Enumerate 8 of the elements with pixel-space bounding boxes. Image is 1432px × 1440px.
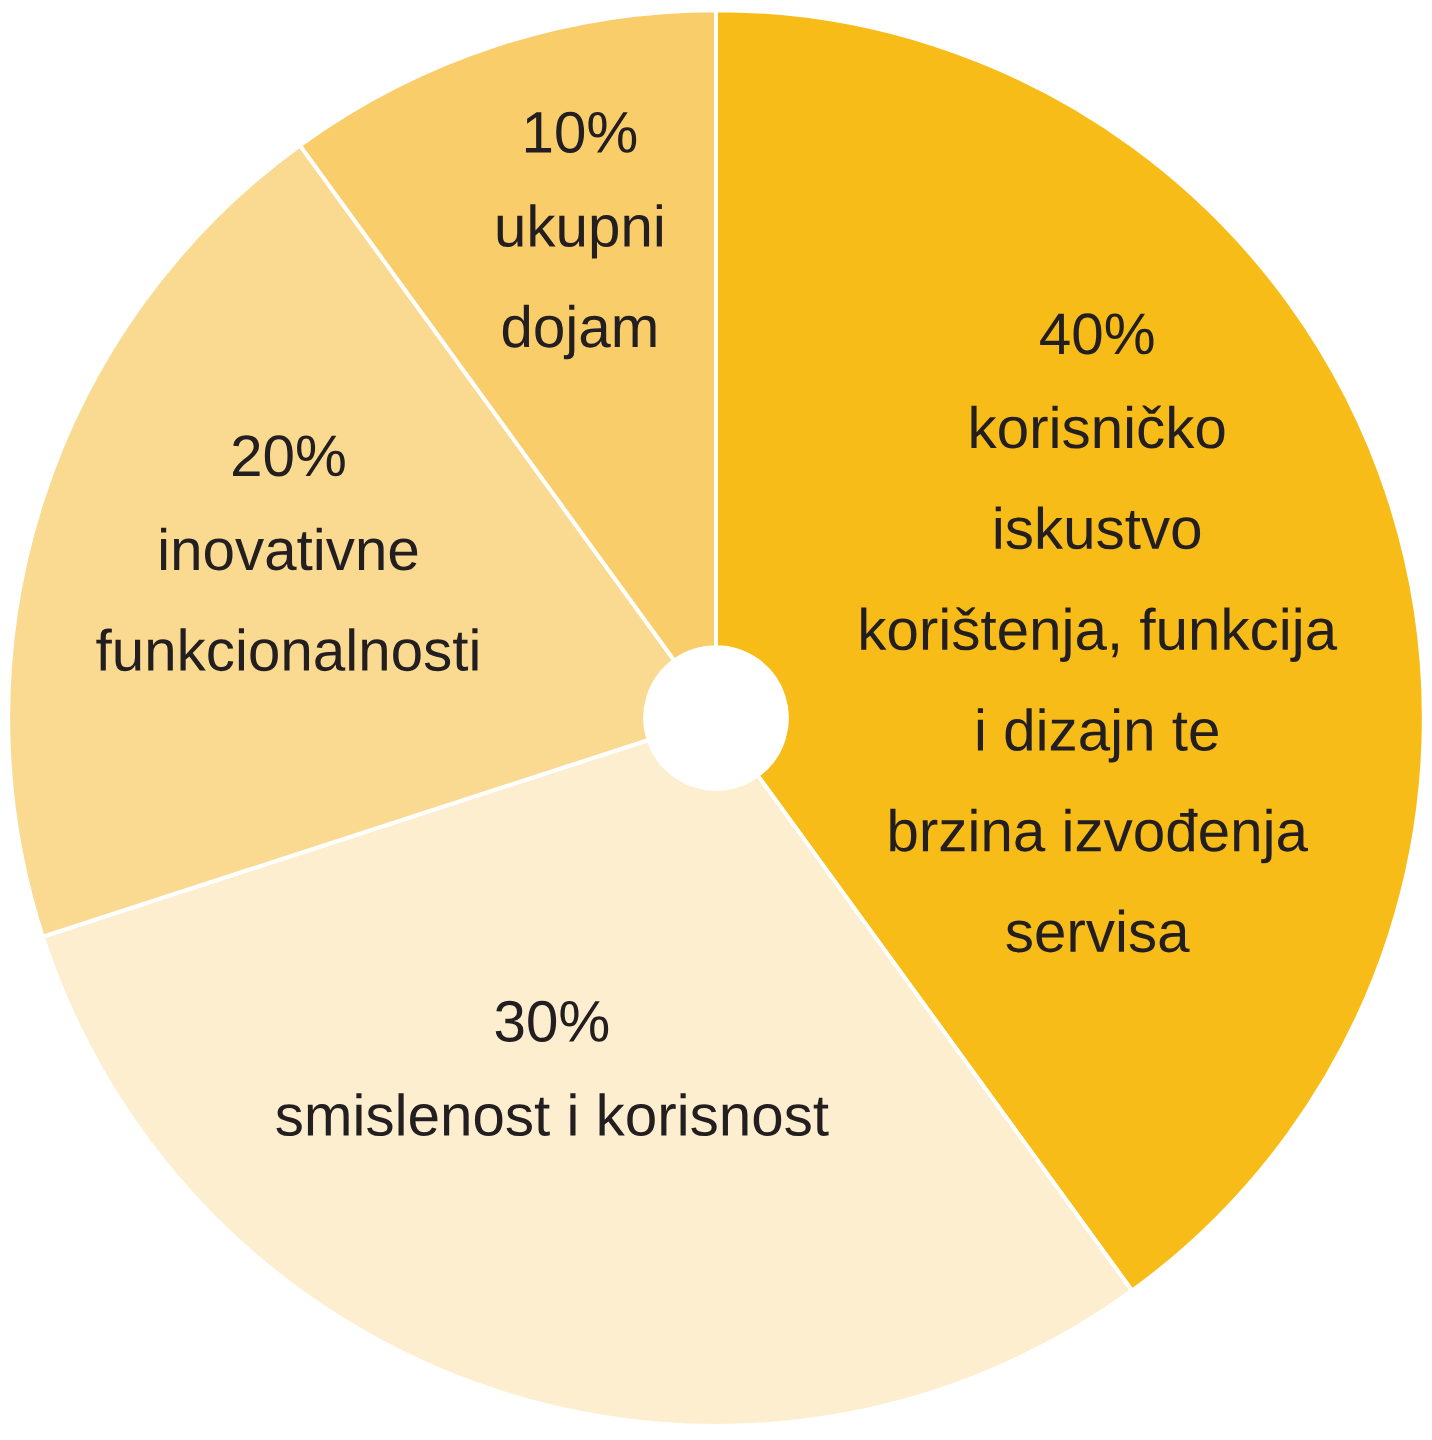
slice-label: inovativne funkcionalnosti [96,527,478,672]
data-label: 20% [233,435,345,477]
data-label: 30% [495,1000,609,1043]
slice-label: korisničko iskustvo korištenja, funkcija i dizajn te brzina izvođenja servisa [861,405,1338,953]
data-label: 10% [525,111,637,153]
data-label: 40% [1040,313,1154,355]
slice-label: smislenost i korisnost [276,1093,829,1137]
slice-label: ukupni dojam [497,204,662,360]
